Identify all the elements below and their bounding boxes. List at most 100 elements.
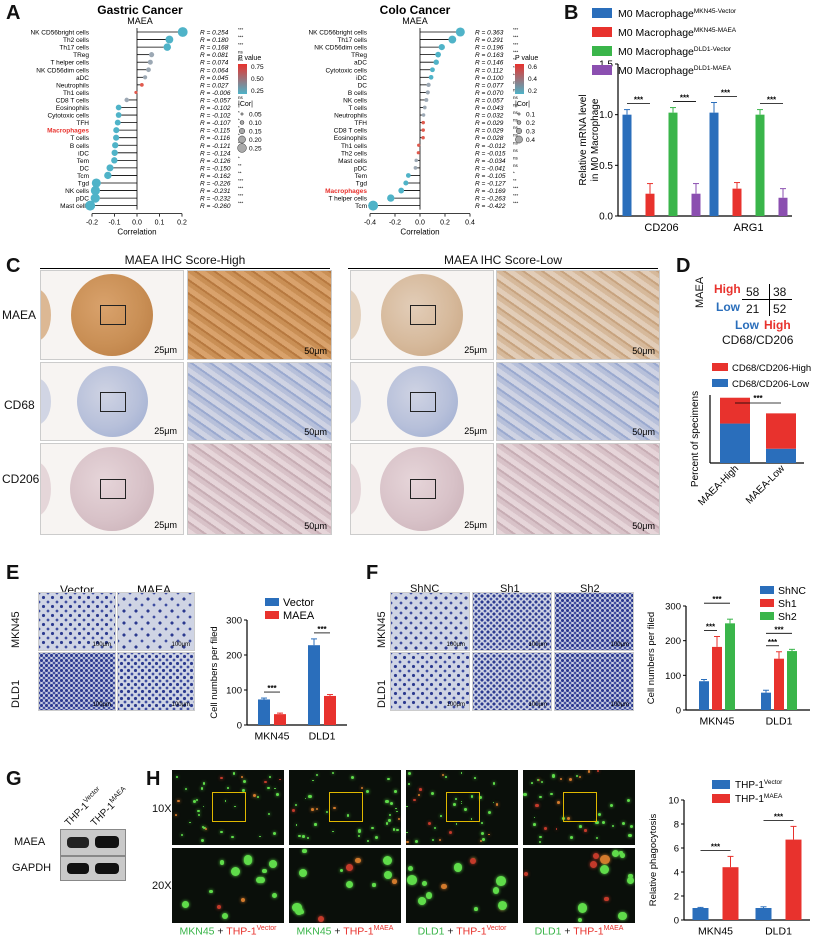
lollipop-point (106, 164, 114, 172)
caption-plus: + (331, 925, 344, 938)
r-value-label: R = -0.260 (200, 203, 231, 210)
lollipop-point (134, 90, 138, 94)
r-value-label: R = 0.077 (475, 82, 504, 89)
ihc-high-title: MAEA IHC Score-High (124, 253, 246, 267)
significance-label: *** (513, 186, 519, 191)
scale-bar: 50μm (632, 427, 655, 437)
ihc-row-maea: MAEA (2, 308, 37, 322)
legend-label: Sh1 (778, 598, 797, 610)
legend-sup: MAEA (764, 793, 783, 800)
cell-signal (220, 776, 223, 779)
lollipop-title: Colo Cancer (380, 3, 451, 17)
scale-bar: 100μm (528, 642, 547, 648)
adjacent-core (41, 288, 51, 342)
cell-type-label: Macrophages (47, 128, 89, 135)
cell-signal (612, 824, 615, 827)
cell-signal (460, 772, 463, 774)
cell-signal (182, 901, 190, 908)
lollipop-point (146, 67, 151, 73)
bar-m0-macrophage (732, 188, 742, 216)
legend-label: Vector (283, 597, 315, 609)
cell-signal (292, 808, 296, 812)
y-tick-label: 200 (665, 636, 681, 647)
legend-sup: MKN45-Vector (694, 8, 737, 15)
lollipop-point (438, 43, 445, 51)
cell-signal (331, 772, 334, 775)
transwell-image: 100μm (554, 592, 634, 651)
cell-type-label: TFH (76, 120, 89, 127)
scale-bar: 100μm (610, 642, 629, 648)
x-tick-label: 0.1 (155, 220, 165, 227)
cell-type-label: Tcm (355, 203, 367, 210)
panel-label-h: H (146, 768, 161, 790)
cell-signal (541, 780, 544, 783)
lollipop-point (139, 82, 144, 87)
significance-label: ** (238, 163, 242, 168)
cell-signal (221, 913, 228, 920)
cor-tick: 0.25 (249, 146, 262, 153)
significance-label: ns (513, 125, 519, 130)
western-band (95, 863, 119, 874)
cell-signal (267, 812, 270, 816)
transwell-e-row-dld1: DLD1 (10, 679, 22, 708)
cell-signal (533, 822, 537, 826)
adjacent-core (351, 288, 361, 342)
lollipop-point (433, 59, 439, 65)
caption-thp1: THP-1 (343, 925, 374, 938)
bar-sh1 (712, 646, 722, 710)
cell-signal (219, 860, 225, 865)
cell-type-label: B cells (70, 143, 90, 150)
r-value-label: R = -0.169 (475, 188, 506, 195)
cell-signal (233, 805, 236, 808)
pvalue-tick: 0.6 (528, 64, 537, 71)
significance-label: *** (513, 27, 519, 32)
cor-tick: 0.3 (526, 129, 535, 136)
lollipop-point (414, 158, 419, 163)
legend-swatch (760, 599, 774, 607)
lollipop-point (91, 178, 101, 188)
cell-signal (394, 807, 397, 810)
scale-bar: 100μm (92, 702, 111, 708)
panel-f-bar-chart: 0 100 200 300 Cell numbers per filed MKN45 ***… (646, 585, 810, 728)
lollipop-point (448, 35, 457, 44)
scale-bar: 25μm (464, 426, 487, 436)
western-blot-maea (60, 829, 126, 856)
cell-signal (388, 813, 391, 816)
y-tick-label: 2 (674, 892, 679, 903)
r-value-label: R = -0.034 (475, 158, 506, 165)
cell-signal (444, 775, 447, 778)
scale-bar: 25μm (464, 520, 487, 530)
r-value-label: R = -0.057 (200, 97, 231, 104)
legend-swatch (712, 794, 730, 803)
legend-swatch (712, 379, 728, 387)
legend-cor-title: |Cor| (515, 101, 530, 108)
cell-signal (310, 808, 314, 811)
legend-swatch (592, 46, 612, 56)
fluorescence-image (406, 848, 518, 923)
legend-swatch (592, 27, 612, 37)
transwell-image: 100μm (38, 592, 116, 651)
caption-cell-line: MKN45 (296, 925, 332, 938)
western-band (67, 863, 89, 874)
cell-type-label: T helper cells (50, 60, 89, 67)
cell-signal (495, 803, 498, 806)
cell-signal (227, 787, 229, 789)
scale-bar: 50μm (304, 427, 327, 437)
y-axis-label: Cell numbers per filed (209, 626, 220, 718)
y-tick-label: 1.0 (599, 110, 613, 121)
cell-signal (204, 827, 207, 830)
r-value-label: R = -0.102 (200, 113, 231, 120)
cell-signal (241, 789, 245, 793)
bar-thp-1 (722, 867, 739, 920)
cell-signal (366, 789, 370, 793)
tissue-core (380, 447, 464, 531)
r-value-label: R = -0.263 (475, 196, 506, 203)
cell-signal (406, 831, 409, 834)
contingency-high: High (714, 282, 741, 296)
panel-label-g: G (6, 768, 22, 790)
fluorescence-image (289, 848, 401, 923)
adjacent-core (351, 462, 361, 516)
cell-signal (481, 832, 485, 836)
cell-signal (537, 778, 540, 781)
cell-signal (413, 798, 416, 802)
